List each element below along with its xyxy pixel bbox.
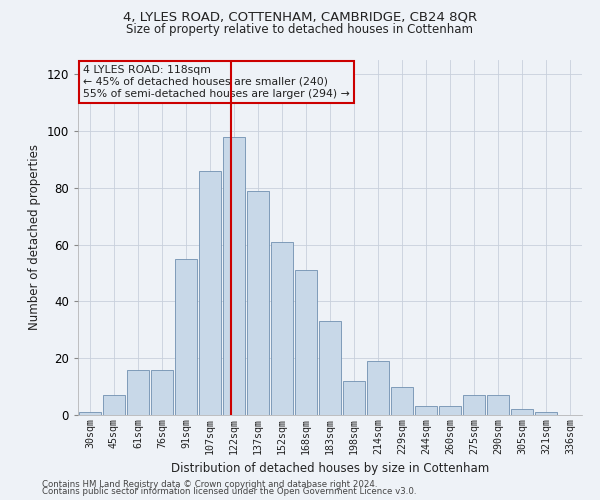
Bar xyxy=(463,395,485,415)
X-axis label: Distribution of detached houses by size in Cottenham: Distribution of detached houses by size … xyxy=(171,462,489,475)
Text: Contains public sector information licensed under the Open Government Licence v3: Contains public sector information licen… xyxy=(42,488,416,496)
Text: Size of property relative to detached houses in Cottenham: Size of property relative to detached ho… xyxy=(127,22,473,36)
Bar xyxy=(223,136,245,415)
Bar xyxy=(199,171,221,415)
Bar xyxy=(175,259,197,415)
Bar xyxy=(535,412,557,415)
Bar xyxy=(439,406,461,415)
Bar xyxy=(295,270,317,415)
Bar xyxy=(391,386,413,415)
Text: Contains HM Land Registry data © Crown copyright and database right 2024.: Contains HM Land Registry data © Crown c… xyxy=(42,480,377,489)
Bar xyxy=(511,410,533,415)
Bar xyxy=(271,242,293,415)
Bar xyxy=(343,381,365,415)
Bar xyxy=(127,370,149,415)
Y-axis label: Number of detached properties: Number of detached properties xyxy=(28,144,41,330)
Text: 4, LYLES ROAD, COTTENHAM, CAMBRIDGE, CB24 8QR: 4, LYLES ROAD, COTTENHAM, CAMBRIDGE, CB2… xyxy=(123,11,477,24)
Bar xyxy=(415,406,437,415)
Bar xyxy=(487,395,509,415)
Bar xyxy=(319,322,341,415)
Bar xyxy=(79,412,101,415)
Bar xyxy=(151,370,173,415)
Text: 4 LYLES ROAD: 118sqm
← 45% of detached houses are smaller (240)
55% of semi-deta: 4 LYLES ROAD: 118sqm ← 45% of detached h… xyxy=(83,66,350,98)
Bar xyxy=(103,395,125,415)
Bar xyxy=(247,190,269,415)
Bar xyxy=(367,361,389,415)
